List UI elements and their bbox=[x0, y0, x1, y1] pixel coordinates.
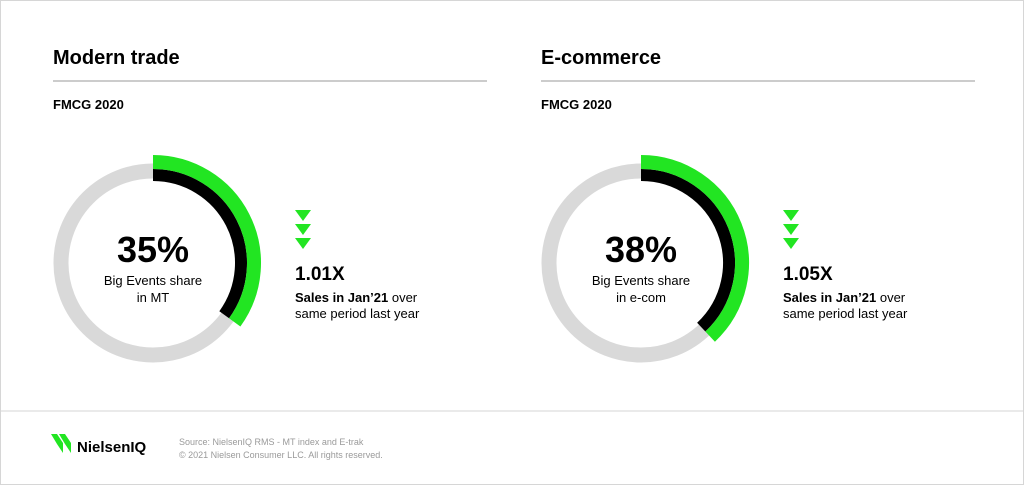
donut-caption: Big Events share bbox=[103, 273, 203, 288]
down-arrow bbox=[295, 224, 311, 235]
panel-title: E-commerce bbox=[541, 47, 662, 69]
panel-subtitle: FMCG 2020 bbox=[541, 97, 612, 112]
donut-caption: Big Events share bbox=[591, 273, 691, 288]
value-label: 38% bbox=[604, 229, 678, 270]
note-text: over same period last year bbox=[295, 290, 420, 321]
donut-caption: in MT bbox=[136, 290, 170, 305]
logo-icon bbox=[51, 434, 71, 453]
note-text: over same period last year bbox=[783, 290, 908, 321]
donut-highlight bbox=[640, 155, 749, 342]
down-arrow bbox=[783, 224, 799, 235]
source-line: Source: NielsenIQ RMS - MT index and E-t… bbox=[179, 437, 364, 447]
multiplier: 1.05X bbox=[783, 264, 833, 285]
donut-arc bbox=[640, 169, 735, 332]
note: Sales in Jan’21 over same period last ye… bbox=[295, 290, 435, 322]
note: Sales in Jan’21 over same period last ye… bbox=[783, 290, 923, 322]
donut-arc bbox=[152, 169, 247, 319]
panel-title: Modern trade bbox=[53, 47, 180, 69]
panel-subtitle: FMCG 2020 bbox=[53, 97, 124, 112]
source-line: © 2021 Nielsen Consumer LLC. All rights … bbox=[179, 450, 383, 460]
down-arrow bbox=[783, 210, 799, 221]
note-bold: Sales in Jan’21 bbox=[295, 290, 389, 305]
down-arrow bbox=[783, 238, 799, 249]
donut-highlight bbox=[152, 155, 261, 327]
down-arrow bbox=[295, 238, 311, 249]
logo-text: NielsenIQ bbox=[77, 439, 147, 456]
multiplier: 1.01X bbox=[295, 264, 345, 285]
value-label: 35% bbox=[116, 229, 190, 270]
down-arrow bbox=[295, 210, 311, 221]
note-bold: Sales in Jan’21 bbox=[783, 290, 877, 305]
donut-caption: in e-com bbox=[616, 290, 666, 305]
